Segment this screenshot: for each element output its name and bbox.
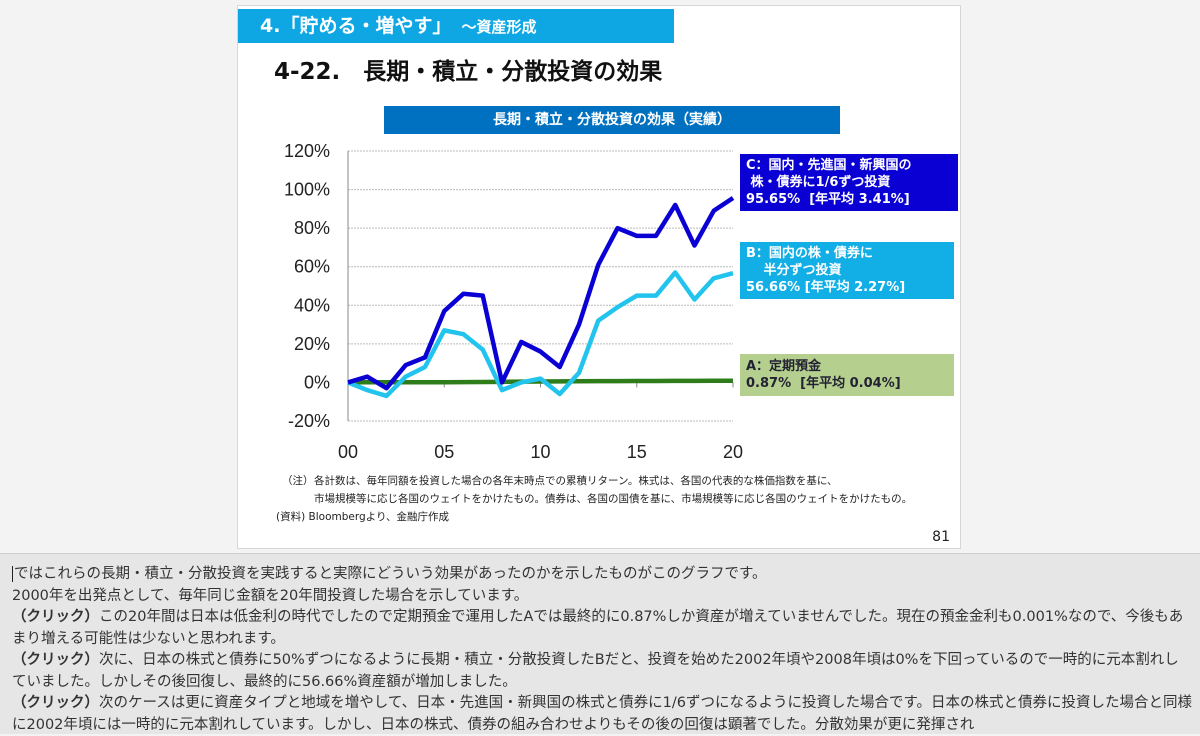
- slide-title: 4-22. 長期・積立・分散投資の効果: [274, 59, 663, 85]
- section-subtitle: ～資産形成: [461, 18, 537, 36]
- y-tick-label: 80%: [294, 218, 330, 238]
- page-number: 81: [932, 529, 950, 545]
- series-line-b: [347, 270, 734, 399]
- chart-title: 長期・積立・分散投資の効果（実績）: [384, 106, 840, 134]
- legend-series-b: B：国内の株・債券に 半分ずつ投資 56.66% [年平均 2.27%]: [740, 242, 954, 299]
- note-line: 市場規模等に応じ各国のウェイトをかけたもの。債券は、各国の国債を基に、市場規模等…: [314, 493, 913, 505]
- x-tick-label: 00: [338, 442, 358, 462]
- y-tick-label: 120%: [284, 141, 330, 161]
- footnote: （注） 各計数は、毎年同額を投資した場合の各年末時点での累積リターン。株式は、各国…: [276, 472, 913, 526]
- x-tick-label: 10: [530, 442, 550, 462]
- x-tick-label: 15: [627, 442, 647, 462]
- click-marker: （クリック）: [12, 609, 99, 625]
- legend-series-a: A：定期預金 0.87% [年平均 0.04%]: [740, 354, 954, 396]
- x-tick-label: 20: [723, 442, 743, 462]
- notes-line: ではこれらの長期・積立・分散投資を実践すると実際にどういう効果があったのかを示し…: [14, 566, 767, 582]
- y-tick-label: 60%: [294, 257, 330, 277]
- legend-series-c: C：国内・先進国・新興国の 株・債券に1/6ずつ投資 95.65% [年平均 3…: [740, 154, 958, 211]
- notes-paragraph: 次に、日本の株式と債券に50%ずつになるように長期・積立・分散投資したBだと、投…: [12, 652, 1179, 690]
- x-tick-label: 05: [434, 442, 454, 462]
- series-line-a: [347, 378, 734, 385]
- y-tick-label: 100%: [284, 180, 330, 200]
- slide-canvas[interactable]: 4.「貯める・増やす」 ～資産形成 4-22. 長期・積立・分散投資の効果 -20…: [237, 5, 961, 549]
- y-tick-label: 0%: [304, 372, 330, 392]
- speaker-notes-pane[interactable]: ではこれらの長期・積立・分散投資を実践すると実際にどういう効果があったのかを示し…: [0, 553, 1200, 734]
- click-marker: （クリック）: [12, 695, 99, 711]
- text-cursor: [12, 566, 13, 582]
- series-line-c: [347, 196, 735, 391]
- notes-line: 2000年を出発点として、毎年同じ金額を20年間投資した場合を示しています。: [12, 587, 529, 604]
- section-header: 4.「貯める・増やす」 ～資産形成: [238, 9, 674, 43]
- line-chart: -20% 0% 20% 40% 60% 80% 100% 120% 00 05 10 15 20: [284, 141, 743, 462]
- y-tick-label: -20%: [288, 411, 330, 431]
- notes-paragraph: 次のケースは更に資産タイプと地域を増やして、日本・先進国・新興国の株式と債券に1…: [12, 695, 1192, 733]
- section-title: 4.「貯める・増やす」: [260, 15, 452, 37]
- note-label: （注）: [282, 475, 314, 487]
- y-tick-label: 40%: [294, 295, 330, 315]
- notes-paragraph: この20年間は日本は低金利の時代でしたので定期預金で運用したAでは最終的に0.8…: [12, 609, 1184, 647]
- y-tick-label: 20%: [294, 334, 330, 354]
- note-line: 各計数は、毎年同額を投資した場合の各年末時点での累積リターン。株式は、各国の代表…: [314, 475, 838, 487]
- click-marker: （クリック）: [12, 652, 99, 668]
- source-note: (資料) Bloombergより、金融庁作成: [276, 511, 450, 523]
